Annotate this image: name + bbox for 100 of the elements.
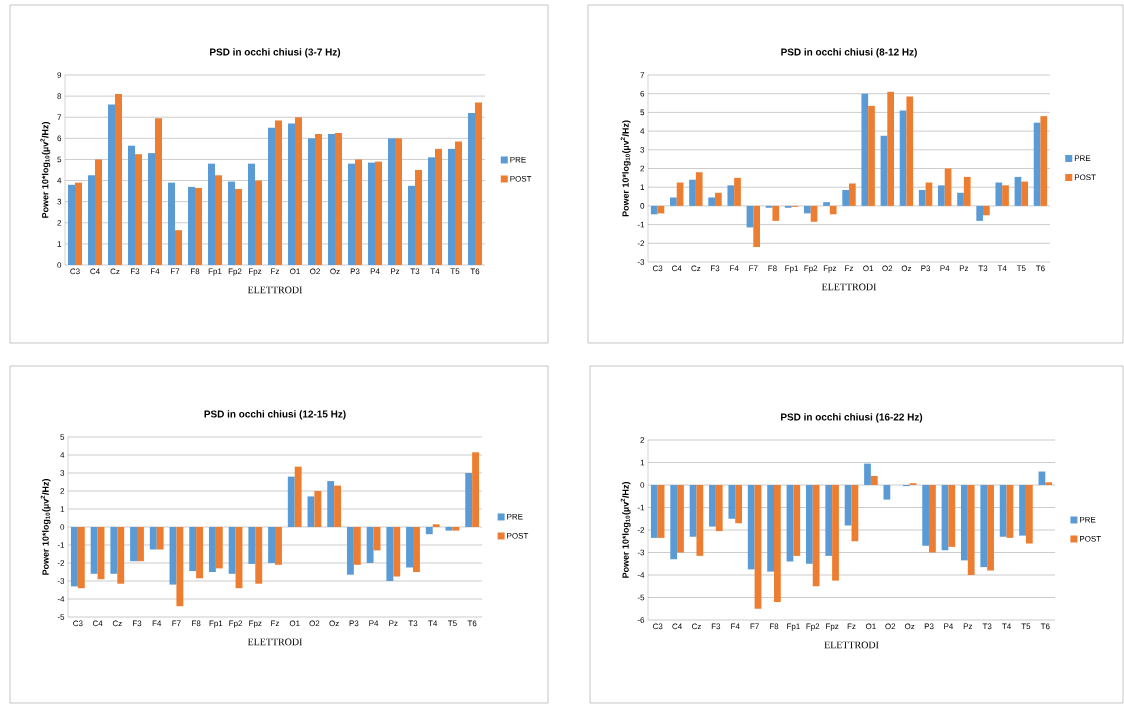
y-axis-title: Power 10*log$_{10}$(µv$^{2}$/Hz) [40,479,51,575]
bar [832,485,839,581]
chart-title: PSD in occhi chiusi (16-22 Hz) [781,413,923,423]
bar [753,205,760,248]
bar [215,527,223,569]
bar [110,527,118,574]
bar [452,527,460,531]
bar [980,485,988,568]
bar [773,485,781,602]
bar [68,184,75,265]
bar [864,463,871,486]
bar [327,481,335,527]
bar [335,133,342,265]
bar [922,485,930,546]
bar [275,120,282,265]
bar [108,104,115,265]
bar [395,138,402,265]
bar [1021,181,1028,206]
bar [825,485,833,556]
bar [195,187,202,265]
bar [295,117,302,265]
bar [235,189,242,265]
bar [1019,485,1026,536]
x-axis-title: ELETTRODI [824,641,879,649]
bar [413,527,420,572]
x-axis-title: ELETTRODI [247,286,303,294]
bar [696,485,704,556]
bar [368,162,375,265]
bar [844,485,852,526]
bar [772,205,780,221]
bar [208,527,216,572]
bar [228,181,235,265]
y-axis-title: Power 10*log$_{10}$(µv$^{2}$/Hz) [620,120,631,217]
bar [115,94,122,265]
bar [468,113,475,265]
bar [255,527,263,584]
bar [88,175,95,265]
bar [70,527,78,587]
bar [1040,116,1048,206]
bar [189,527,197,572]
bar [315,134,322,265]
bar [268,127,275,265]
bar [228,527,236,574]
bar [728,485,736,519]
bar [455,141,462,265]
bar [415,170,422,265]
bar [348,163,355,265]
bar [948,485,956,547]
bar [650,485,658,538]
bar [148,153,155,265]
bar [135,154,142,265]
bar [168,182,175,265]
bar [967,485,975,575]
bar [196,527,204,579]
bar [883,485,891,500]
bar [999,485,1007,537]
bar [976,205,984,221]
bar [829,205,837,215]
bar [747,485,755,570]
bar [448,148,455,265]
bar [987,485,994,571]
bar [75,182,82,265]
bar [188,186,195,265]
bar [670,485,678,560]
bar [650,205,658,215]
bar [149,527,157,550]
chart-title: PSD in occhi chiusi (12-15 Hz) [204,410,346,420]
bar [334,485,342,527]
bar [355,159,362,265]
bar [425,527,433,535]
bar [432,524,440,527]
bar [428,157,435,265]
bar [77,527,85,589]
bar [929,485,936,553]
bar [375,161,382,265]
bar [208,163,215,265]
bar [346,527,354,575]
bar [1025,485,1033,544]
bar [812,485,820,587]
bar [117,527,125,584]
bar [708,197,716,206]
bar [128,145,135,265]
bar [408,185,415,265]
bar [906,96,914,206]
bar [90,527,98,574]
bar [677,485,684,553]
bar [870,476,878,486]
bar [983,205,990,216]
bar [823,202,830,206]
bar [268,527,275,563]
bar [1002,185,1009,206]
bar [255,180,262,265]
bar [670,197,677,206]
bar [445,527,453,531]
bar [248,163,255,265]
bar [275,527,282,565]
bar [804,205,811,214]
bar [353,527,361,565]
bar [435,148,442,265]
bar [366,527,374,563]
